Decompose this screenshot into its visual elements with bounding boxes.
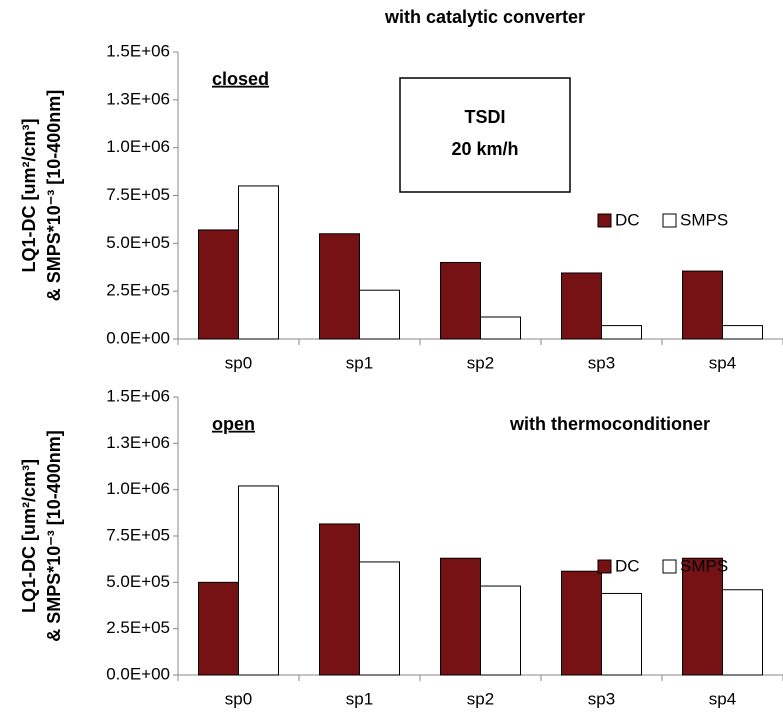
bar [198, 229, 239, 340]
bar [682, 270, 723, 340]
y-tick-label: 1.3E+06 [106, 433, 170, 452]
y-axis-label: LQ1-DC [um²/cm³] [19, 459, 39, 613]
annotation: open [212, 414, 255, 434]
y-tick-label: 1.0E+06 [106, 137, 170, 156]
annotation: closed [212, 69, 269, 89]
legend-swatch [662, 213, 677, 228]
x-tick-label: sp0 [225, 689, 252, 708]
bar [319, 523, 360, 676]
legend-swatch [597, 559, 612, 574]
x-tick-label: sp4 [709, 689, 736, 708]
y-axis-label: LQ1-DC [um²/cm³] [19, 119, 39, 273]
bar [722, 325, 763, 340]
legend-label: SMPS [680, 210, 728, 229]
bar [359, 561, 400, 676]
bar [682, 557, 723, 676]
annotation: TSDI [464, 107, 505, 127]
x-tick-label: sp3 [588, 689, 615, 708]
x-tick-label: sp0 [225, 353, 252, 372]
y-tick-label: 1.3E+06 [106, 89, 170, 108]
legend-swatch [662, 559, 677, 574]
bar [238, 185, 279, 340]
y-tick-label: 1.5E+06 [106, 41, 170, 60]
bar [561, 570, 602, 676]
x-tick-label: sp4 [709, 353, 736, 372]
bar [601, 592, 642, 676]
legend-label: DC [615, 210, 640, 229]
bar [561, 272, 602, 340]
bar [359, 289, 400, 340]
x-tick-label: sp2 [467, 353, 494, 372]
y-tick-label: 1.0E+06 [106, 479, 170, 498]
y-tick-label: 7.5E+05 [106, 185, 170, 204]
y-tick-label: 0.0E+00 [106, 664, 170, 683]
x-tick-label: sp1 [346, 689, 373, 708]
y-tick-label: 2.5E+05 [106, 281, 170, 300]
bar [480, 585, 521, 676]
annotation: with thermoconditioner [509, 414, 710, 434]
x-tick-label: sp2 [467, 689, 494, 708]
x-tick-label: sp3 [588, 353, 615, 372]
bar [722, 589, 763, 676]
legend-swatch [597, 213, 612, 228]
chart-title: with catalytic converter [384, 7, 585, 27]
bar [198, 581, 239, 676]
bar [319, 233, 360, 340]
bar [601, 325, 642, 340]
annotation-box [399, 77, 571, 193]
bar [238, 485, 279, 676]
y-tick-label: 2.5E+05 [106, 618, 170, 637]
legend-label: DC [615, 556, 640, 575]
y-axis-label: & SMPS*10⁻³ [10-400nm] [44, 430, 64, 642]
y-tick-label: 1.5E+06 [106, 386, 170, 405]
legend-label: SMPS [680, 556, 728, 575]
y-tick-label: 5.0E+05 [106, 233, 170, 252]
bar [440, 261, 481, 340]
bar [440, 557, 481, 676]
y-tick-label: 0.0E+00 [106, 328, 170, 347]
bar [480, 316, 521, 340]
y-axis-label: & SMPS*10⁻³ [10-400nm] [44, 90, 64, 302]
y-tick-label: 5.0E+05 [106, 572, 170, 591]
x-tick-label: sp1 [346, 353, 373, 372]
annotation: 20 km/h [451, 139, 518, 159]
y-tick-label: 7.5E+05 [106, 525, 170, 544]
